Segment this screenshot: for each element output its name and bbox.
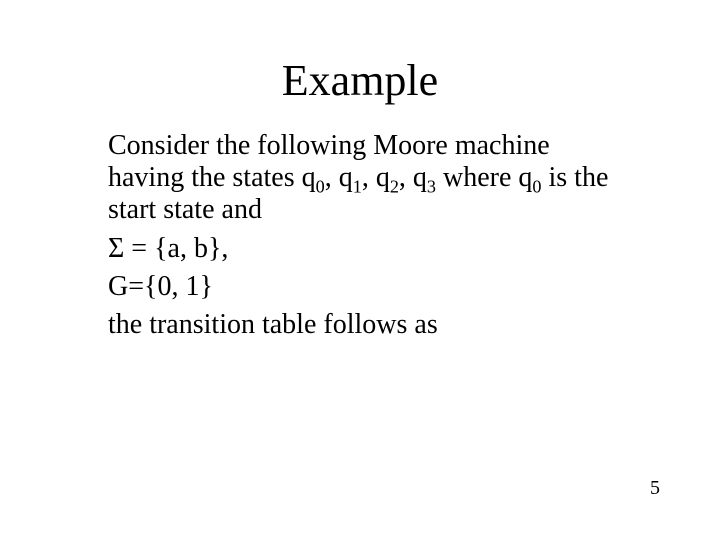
transition-line: the transition table follows as <box>108 309 628 341</box>
body-text: Consider the following Moore machine hav… <box>108 130 628 347</box>
state-sub-1: 1 <box>353 177 362 197</box>
intro-text-2: , q <box>325 162 353 193</box>
sigma-symbol: Σ <box>108 233 124 264</box>
gamma-line: G={0, 1} <box>108 271 628 303</box>
sigma-line: Σ = {a, b}, <box>108 233 628 265</box>
gamma-rest: ={0, 1} <box>128 271 213 302</box>
state-sub-0: 0 <box>316 177 325 197</box>
intro-text-where: where q <box>436 162 532 193</box>
intro-text-3: , q <box>362 162 390 193</box>
gamma-symbol: G <box>108 271 128 302</box>
slide: Example Consider the following Moore mac… <box>0 0 720 540</box>
state-sub-2: 2 <box>390 177 399 197</box>
intro-text-4: , q <box>399 162 427 193</box>
state-sub-0b: 0 <box>532 177 541 197</box>
sigma-rest: = {a, b}, <box>124 233 228 264</box>
slide-title: Example <box>0 55 720 106</box>
state-sub-3: 3 <box>427 177 436 197</box>
page-number: 5 <box>650 477 660 500</box>
intro-paragraph: Consider the following Moore machine hav… <box>108 130 628 227</box>
